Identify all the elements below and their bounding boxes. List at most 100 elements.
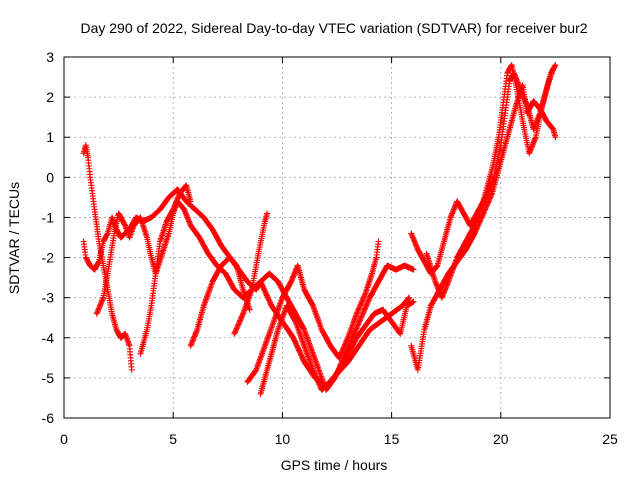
data-point	[314, 376, 321, 383]
data-point	[375, 238, 382, 245]
data-point	[477, 215, 484, 222]
data-point	[486, 197, 493, 204]
series-trace-a	[80, 142, 135, 373]
data-point	[550, 66, 557, 73]
x-tick-label: 20	[493, 431, 509, 447]
data-point	[358, 298, 365, 305]
data-point	[355, 305, 362, 312]
y-tick-label: 1	[46, 129, 54, 145]
series-trace-j	[408, 62, 559, 277]
data-point	[360, 309, 367, 316]
data-point	[234, 322, 241, 329]
data-point	[396, 329, 403, 336]
data-point	[316, 381, 323, 388]
data-point	[236, 318, 243, 325]
data-point	[477, 217, 484, 224]
data-point	[233, 326, 240, 333]
data-point	[485, 198, 492, 205]
y-tick-label: -4	[42, 330, 55, 346]
data-point	[234, 324, 241, 331]
data-point	[483, 202, 490, 209]
data-point	[354, 308, 361, 315]
data-point	[336, 354, 343, 361]
data-point	[552, 62, 559, 69]
data-point	[341, 342, 348, 349]
y-tick-labels: -6 -5 -4 -3 -2 -1 0 1 2 3	[42, 49, 55, 426]
data-point	[315, 378, 322, 385]
data-point	[360, 308, 367, 315]
data-point	[231, 329, 238, 336]
data-point	[354, 309, 361, 316]
data-point	[358, 313, 365, 320]
data-point	[312, 373, 319, 380]
plot-frame	[63, 56, 611, 419]
grid-lines	[64, 57, 610, 418]
data-point	[187, 198, 194, 205]
data-point	[484, 201, 491, 208]
data-point	[359, 312, 366, 319]
data-point	[482, 205, 489, 212]
data-point	[433, 263, 440, 270]
data-point	[291, 317, 298, 324]
y-tick-label: -6	[42, 410, 55, 426]
x-tick-label: 10	[275, 431, 291, 447]
data-point	[238, 314, 245, 321]
data-point	[355, 320, 362, 327]
data-point	[357, 301, 364, 308]
data-point	[236, 320, 243, 327]
data-point	[410, 266, 417, 273]
y-tick-label: -5	[42, 370, 55, 386]
data-point	[344, 336, 351, 343]
x-tick-label: 5	[169, 431, 177, 447]
data-point	[353, 324, 360, 331]
data-point	[337, 352, 344, 359]
data-point	[309, 301, 316, 308]
data-point	[483, 203, 490, 210]
data-point	[357, 302, 364, 309]
data-point	[311, 370, 318, 377]
data-point	[235, 321, 242, 328]
data-point	[365, 298, 372, 305]
data-point	[121, 221, 128, 228]
data-point	[410, 298, 417, 305]
data-point	[406, 294, 413, 301]
x-tick-label: 15	[384, 431, 400, 447]
data-point	[356, 317, 363, 324]
data-point	[351, 329, 358, 336]
series-trace-k	[423, 62, 557, 301]
data-point	[363, 301, 370, 308]
data-point	[353, 325, 360, 332]
chart-title: Day 290 of 2022, Sidereal Day-to-day VTE…	[80, 20, 587, 36]
data-point	[356, 304, 363, 311]
data-point	[363, 302, 370, 309]
data-point	[355, 306, 362, 313]
data-point	[486, 195, 493, 202]
data-point	[357, 316, 364, 323]
data-point	[336, 353, 343, 360]
y-axis-label: SDTVAR / TECUs	[6, 182, 22, 294]
series-trace-d	[137, 182, 194, 357]
data-point	[310, 368, 317, 375]
data-point	[239, 312, 246, 319]
data-point	[237, 317, 244, 324]
data-point	[339, 348, 346, 355]
data-point	[364, 300, 371, 307]
x-axis-label: GPS time / hours	[281, 457, 388, 473]
y-tick-label: -2	[42, 250, 55, 266]
data-point	[484, 199, 491, 206]
data-point	[355, 321, 362, 328]
data-point	[361, 291, 368, 298]
axis-ticks	[63, 56, 611, 419]
y-tick-label: 3	[46, 49, 54, 65]
series-trace-f	[244, 238, 382, 385]
data-point	[238, 313, 245, 320]
data-point	[232, 328, 239, 335]
data-point	[359, 310, 366, 317]
data-point	[487, 194, 494, 201]
data-point	[343, 337, 350, 344]
data-point	[314, 377, 321, 384]
data-point	[309, 366, 316, 373]
data-point	[365, 297, 372, 304]
